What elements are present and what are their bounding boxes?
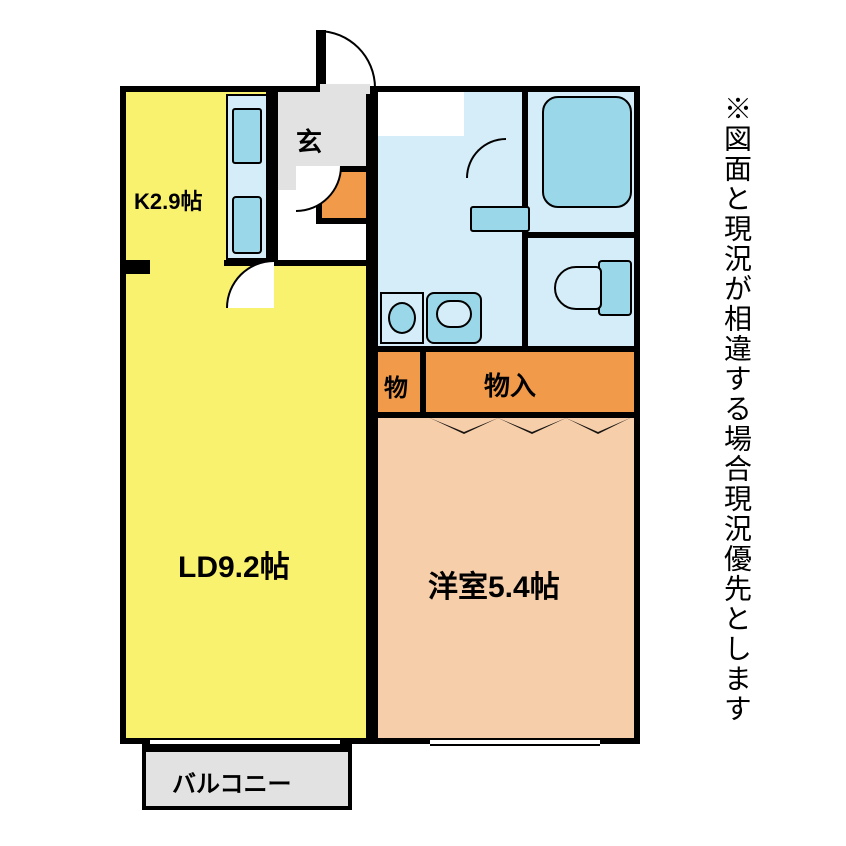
kitchen-sink	[232, 196, 262, 254]
closet-door-tri-1b	[430, 418, 498, 432]
toilet-seat	[554, 266, 602, 310]
pillar-kitchen	[120, 260, 150, 274]
living-label: LD9.2帖	[178, 542, 290, 586]
window-bedroom	[430, 738, 600, 746]
bedroom-label: 洋室5.4帖	[428, 562, 560, 606]
toilet-tank	[598, 260, 632, 316]
kitchen-stove	[232, 108, 262, 164]
window-ld	[150, 738, 340, 746]
entrance-door-arc	[318, 30, 376, 88]
door-ld-slide-mark	[366, 468, 378, 488]
disclaimer-text: ※図面と現況が相違する場合現況優先とします	[716, 94, 756, 754]
entrance-opening	[320, 84, 370, 94]
wash-sink-bowl	[436, 300, 472, 328]
kitchen-label: K2.9帖	[134, 184, 202, 216]
bath-tub	[542, 96, 632, 208]
door-bedroom-slide-mark	[362, 560, 374, 670]
washroom-upper-white	[378, 92, 464, 136]
washing-machine-drum	[388, 302, 416, 334]
living-dining-room	[120, 260, 372, 744]
closet-door-tri-3b	[566, 418, 630, 432]
entrance-label: 玄	[296, 122, 322, 159]
balcony-label: バルコニー	[172, 764, 292, 799]
closet-small-label: 物	[384, 368, 408, 403]
closet-door-tri-2b	[498, 418, 566, 432]
bath-floor	[470, 206, 530, 232]
closet-large-label: 物入	[484, 366, 536, 403]
floorplan-canvas: K2.9帖 玄 LD9.2帖 洋室5.4帖 物 物入 バルコニー ※図面と現況が…	[0, 0, 846, 846]
